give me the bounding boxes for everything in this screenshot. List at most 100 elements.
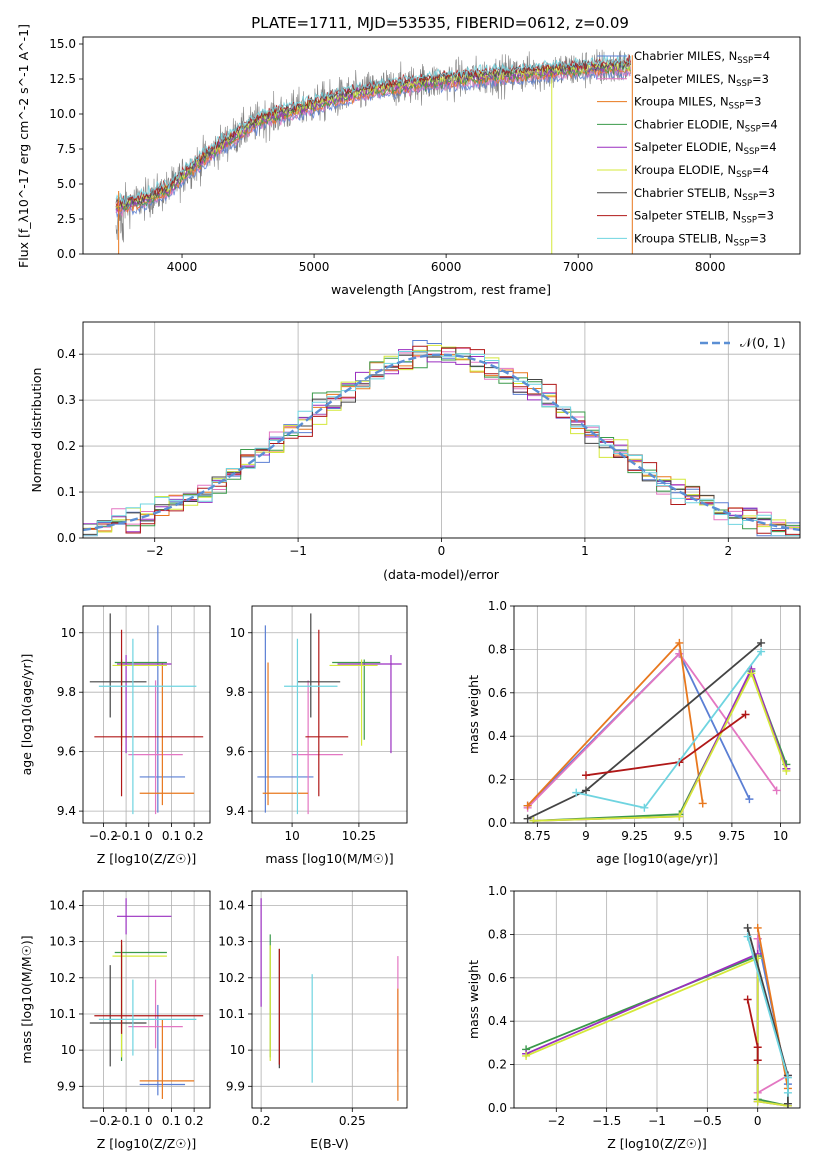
weight-line: [746, 999, 759, 1061]
weight-marker: [572, 788, 581, 797]
weight-line: [533, 671, 788, 822]
weight-marker: [772, 786, 781, 795]
weight-marker: [640, 803, 649, 812]
x-tick-label: 9.5: [674, 829, 693, 843]
y-tick-label: 10: [230, 626, 245, 640]
panel-weight_vs_Z: −2 −1.5 −1 −0.5 0 0.0 0.2 0.4 0.6 0.8 1.0 Z [log10(…: [466, 884, 801, 1151]
y-tick-label: 0.0: [57, 247, 76, 261]
legend-entry: Salpeter STELIB, NSSP=3: [634, 209, 774, 226]
legend-entry: Chabrier MILES, NSSP=4: [634, 49, 770, 66]
y-tick-label: 9.6: [57, 745, 76, 759]
axes-frame: [513, 605, 801, 824]
y-tick-label: 10.3: [218, 935, 245, 949]
y-tick-label: 9.9: [57, 1079, 76, 1093]
weight-marker: [753, 1043, 762, 1052]
y-tick-label: 12.5: [49, 72, 76, 86]
model-spectrum: [115, 54, 631, 207]
x-tick-label: 1: [581, 544, 589, 558]
y-tick-label: 9.4: [226, 804, 245, 818]
y-tick-label: 10: [61, 626, 76, 640]
y-tick-label: 0.2: [488, 773, 507, 787]
weight-line: [746, 927, 789, 1104]
weight-marker: [523, 801, 532, 810]
x-axis-label: Z [log10(Z/Z☉)]: [607, 1136, 707, 1151]
y-tick-label: 5.0: [57, 177, 76, 191]
legend-entry: 𝒩(0, 1): [740, 335, 786, 350]
x-tick-label: 0: [754, 1114, 762, 1128]
legend-entry: Kroupa STELIB, NSSP=3: [634, 231, 766, 248]
x-tick-label: 10.25: [342, 829, 376, 843]
y-tick-label: 0.6: [488, 686, 507, 700]
weight-marker: [581, 786, 590, 795]
y-tick-label: 10: [61, 1043, 76, 1057]
model-spectrum: [115, 53, 631, 205]
y-axis-label: mass [log10(M/M☉)]: [19, 935, 34, 1063]
x-axis-label: Z [log10(Z/Z☉)]: [97, 1136, 197, 1151]
panel-residuals: −2 −1 0 1 2 0.0 0.1 0.2 0.3 0.4 𝒩(0, 1) (data-model…: [29, 321, 801, 582]
legend: Chabrier MILES, NSSP=4 Salpeter MILES, NS…: [597, 49, 778, 248]
weight-line: [526, 652, 778, 809]
weight-marker: [675, 812, 684, 821]
x-tick-label: 9.75: [719, 829, 746, 843]
x-tick-label: 6000: [431, 260, 462, 274]
weight-marker: [783, 1088, 792, 1097]
weight-line: [527, 642, 762, 820]
y-tick-label: 0.8: [488, 927, 507, 941]
y-tick-label: 9.8: [226, 685, 245, 699]
x-tick-label: 10: [773, 829, 788, 843]
y-tick-label: 0.4: [488, 1014, 507, 1028]
plot-area: [252, 606, 407, 823]
histogram-step: [83, 344, 800, 533]
y-tick-label: 0.0: [488, 816, 507, 830]
histogram-step: [83, 350, 800, 537]
axes-frame: [251, 890, 408, 1109]
y-tick-label: 0.8: [488, 642, 507, 656]
x-tick-label: 0.25: [339, 1114, 366, 1128]
y-tick-label: 10.4: [218, 898, 245, 912]
x-tick-label: −0.2: [89, 1114, 118, 1128]
x-tick-label: 0.2: [252, 1114, 271, 1128]
x-tick-label: 0: [438, 544, 446, 558]
y-axis-label: mass weight: [466, 960, 481, 1039]
weight-marker: [753, 1097, 762, 1106]
panel-mass_vs_Z: −0.2−0.1 0 0.1 0.2 9.9 10 10.1 10.2 10.3 10.4 Z [l…: [19, 890, 211, 1151]
panel-weight_vs_age: 8.75 9 9.25 9.5 9.75 10 0.0 0.2 0.4 0.6 0.8 1.0 age …: [466, 599, 801, 866]
weight-marker: [743, 995, 752, 1004]
y-tick-label: 9.6: [226, 745, 245, 759]
axes-frame: [82, 36, 801, 255]
weight-marker: [529, 816, 538, 823]
axes-frame: [82, 605, 211, 824]
y-axis-label: Flux [f_λ10^-17 erg cm^-2 s^-1 A^-1]: [16, 24, 31, 268]
weight-marker: [581, 771, 590, 780]
x-tick-label: 9: [582, 829, 590, 843]
y-tick-label: 0.1: [57, 485, 76, 499]
histogram-step: [83, 345, 800, 535]
panel-age_vs_Z: −0.2−0.1 0 0.1 0.2 9.4 9.6 9.8 10 Z [log10(Z/Z☉)…: [19, 605, 211, 866]
x-tick-label: 5000: [299, 260, 330, 274]
x-tick-label: 0.2: [185, 1114, 204, 1128]
x-tick-label: 2: [724, 544, 732, 558]
x-tick-label: −1: [289, 544, 307, 558]
y-tick-label: 0.4: [57, 347, 76, 361]
y-axis-label: age [log10(age/yr)]: [19, 654, 34, 776]
weight-marker: [782, 766, 791, 775]
legend-entry: Chabrier ELODIE, NSSP=4: [634, 117, 778, 134]
x-tick-label: 8.75: [524, 829, 551, 843]
weight-marker: [675, 649, 684, 658]
legend-entry: Salpeter MILES, NSSP=3: [634, 72, 769, 89]
y-tick-label: 10.3: [49, 935, 76, 949]
panel-mass_vs_EBV: 0.2 0.25 9.9 10 10.1 10.2 10.3 10.4 E(B-V): [218, 890, 408, 1151]
x-tick-label: 9.25: [621, 829, 648, 843]
y-tick-label: 10.2: [49, 971, 76, 985]
y-tick-label: 0.2: [57, 439, 76, 453]
weight-line: [526, 652, 751, 807]
y-tick-label: 10.2: [218, 971, 245, 985]
x-tick-label: 0: [145, 1114, 153, 1128]
weight-marker: [753, 923, 762, 932]
weight-marker: [757, 638, 766, 647]
weight-line: [746, 936, 789, 1093]
panel-age_vs_mass: 10 10.25 9.4 9.6 9.8 10 mass [log10(M/M☉)]: [226, 605, 408, 866]
weight-marker: [698, 799, 707, 808]
axes-frame: [251, 605, 408, 824]
legend-entry: Kroupa ELODIE, NSSP=4: [634, 163, 769, 180]
